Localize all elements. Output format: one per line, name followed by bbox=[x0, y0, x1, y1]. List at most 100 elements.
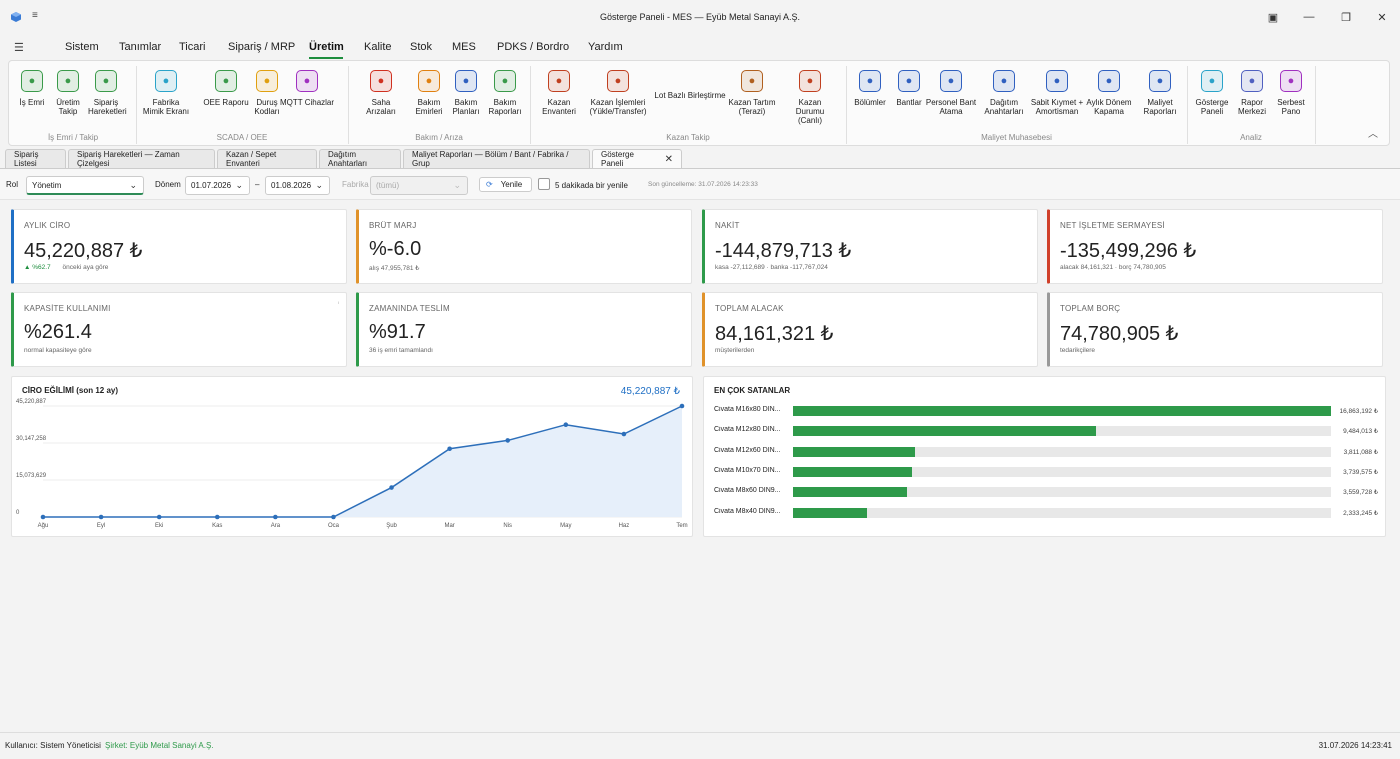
x-tick-label: Ağu bbox=[38, 523, 49, 529]
ribbon-button[interactable]: ● Gösterge Paneli bbox=[1194, 70, 1230, 116]
tab-document[interactable]: Gösterge Paneli ✕ bbox=[592, 149, 682, 168]
bar-fill[interactable] bbox=[793, 426, 1096, 437]
menu-yardim[interactable]: Yardım bbox=[588, 41, 623, 53]
bar-chart-icon: ● bbox=[494, 70, 516, 92]
bar-fill[interactable] bbox=[793, 507, 868, 518]
auto-refresh-checkbox[interactable] bbox=[538, 178, 550, 190]
ribbon-button[interactable]: ● Sabit Kıymet + Amortisman bbox=[1029, 70, 1085, 116]
restore-layout-icon[interactable]: ▣ bbox=[1267, 11, 1279, 24]
menu-pdks-bordro[interactable]: PDKS / Bordro bbox=[497, 41, 570, 53]
date-from-picker[interactable]: 01.07.2026 ⌄ bbox=[185, 176, 250, 195]
quick-access-chevron-icon[interactable]: ≡ bbox=[32, 10, 38, 21]
bar-fill[interactable] bbox=[793, 446, 915, 457]
menu-kalite[interactable]: Kalite bbox=[364, 41, 392, 53]
minimize-button[interactable]: — bbox=[1303, 11, 1315, 23]
ribbon-button[interactable]: ● Aylık Dönem Kapama bbox=[1084, 70, 1134, 116]
ribbon-button[interactable]: ● Bantlar bbox=[891, 70, 927, 107]
menu-siparis-mrp[interactable]: Sipariş / MRP bbox=[228, 41, 296, 53]
bar-fill[interactable] bbox=[793, 406, 1331, 416]
tab-document[interactable]: Maliyet Raporları — Bölüm / Bant / Fabri… bbox=[403, 149, 590, 168]
kpi-card: TOPLAM ALACAK 84,161,321 ₺ müşterilerden bbox=[702, 292, 1038, 367]
trend-point[interactable] bbox=[156, 514, 162, 520]
kpi-card: BRÜT MARJ %-6.0 alış 47,955,781 ₺ bbox=[356, 209, 692, 284]
refresh-button[interactable]: ⟳ Yenile bbox=[479, 177, 532, 192]
tab-document[interactable]: Sipariş Listesi bbox=[5, 149, 66, 168]
trend-point[interactable] bbox=[563, 422, 569, 428]
fabrika-select[interactable]: (tümü) ⌄ bbox=[370, 176, 468, 195]
trend-point[interactable] bbox=[679, 403, 685, 409]
kpi-title: ZAMANINDA TESLİM bbox=[369, 304, 450, 313]
ribbon-button-label: Bakım Planları bbox=[452, 98, 480, 116]
menu-tanimlar[interactable]: Tanımlar bbox=[119, 41, 162, 53]
maximize-button[interactable]: ❐ bbox=[1341, 11, 1351, 24]
ribbon-button-label: Duruş Kodları bbox=[254, 98, 280, 116]
ribbon-button[interactable]: ● Maliyet Raporları bbox=[1140, 70, 1180, 116]
ribbon-button[interactable]: ● Bakım Emirleri bbox=[411, 70, 447, 116]
hierarchy-icon: ● bbox=[859, 70, 881, 92]
bar-fill[interactable] bbox=[793, 487, 907, 498]
ribbon-button[interactable]: ● Kazan Durumu (Canlı) bbox=[784, 70, 836, 125]
ribbon-button[interactable]: ● Sipariş Hareketleri bbox=[88, 70, 127, 116]
ribbon-button[interactable]: ● Üretim Takip bbox=[53, 70, 83, 116]
ribbon-button-label: Bakım Emirleri bbox=[415, 98, 443, 116]
ribbon-button[interactable]: ● Kazan Tartım (Terazi) bbox=[725, 70, 779, 116]
window-title: Gösterge Paneli - MES — Eyüb Metal Sanay… bbox=[599, 12, 801, 22]
ribbon-button[interactable]: ● Bakım Planları bbox=[448, 70, 484, 116]
trend-point[interactable] bbox=[214, 514, 220, 520]
date-to-picker[interactable]: 01.08.2026 ⌄ bbox=[265, 176, 330, 195]
x-tick-label: Ara bbox=[271, 523, 281, 529]
menu-uretim[interactable]: Üretim bbox=[309, 41, 344, 53]
trend-point[interactable] bbox=[389, 485, 394, 490]
bar-fill[interactable] bbox=[793, 466, 913, 477]
bar-value: 3,811,088 ₺ bbox=[1343, 448, 1378, 456]
menu-stok[interactable]: Stok bbox=[410, 41, 433, 53]
info-icon[interactable]: ⁱ bbox=[337, 302, 339, 308]
bar-value: 3,739,575 ₺ bbox=[1343, 468, 1378, 476]
date-to-value: 01.08.2026 bbox=[271, 181, 312, 190]
collapse-ribbon-chevron-icon[interactable]: ︿ bbox=[1368, 129, 1378, 140]
rol-select[interactable]: Yönetim ⌄ bbox=[26, 176, 144, 195]
tab-document[interactable]: Dağıtım Anahtarları bbox=[319, 149, 401, 168]
ribbon-button[interactable]: ● Personel Bant Atama bbox=[924, 70, 978, 116]
menu-ticari[interactable]: Ticari bbox=[179, 41, 206, 53]
trend-point[interactable] bbox=[505, 438, 511, 443]
warning-icon: ● bbox=[370, 70, 392, 92]
ribbon-button[interactable]: ● Kazan İşlemleri (Yükle/Transfer) bbox=[588, 70, 648, 116]
tab-document[interactable]: Sipariş Hareketleri — Zaman Çizelgesi bbox=[68, 149, 215, 168]
ribbon-button[interactable]: ● Bakım Raporları bbox=[485, 70, 525, 116]
ribbon-button[interactable]: ● Dağıtım Anahtarları bbox=[981, 70, 1027, 116]
ribbon-button-label: Üretim Takip bbox=[56, 98, 80, 116]
ribbon-button[interactable]: ● Saha Arızaları bbox=[361, 70, 401, 116]
ribbon-button[interactable]: ● Serbest Pano bbox=[1273, 70, 1309, 116]
ribbon-separator bbox=[348, 66, 349, 144]
trend-point[interactable] bbox=[331, 514, 336, 520]
ribbon-button[interactable]: ● Kazan Envanteri bbox=[541, 70, 577, 116]
close-tab-icon[interactable]: ✕ bbox=[664, 153, 673, 165]
ribbon-button[interactable]: ● OEE Raporu bbox=[201, 70, 251, 107]
tab-document[interactable]: Kazan / Sepet Envanteri bbox=[217, 149, 317, 168]
ribbon-button[interactable]: Lot Bazlı Birleştirme bbox=[651, 91, 729, 100]
ribbon-button[interactable]: ● İş Emri bbox=[17, 70, 47, 107]
bar-value: 3,559,728 ₺ bbox=[1343, 489, 1378, 497]
kpi-subtext-label: önceki aya göre bbox=[60, 264, 109, 271]
close-window-button[interactable]: ✕ bbox=[1377, 11, 1387, 24]
status-user: Kullanıcı: Sistem Yöneticisi bbox=[5, 741, 101, 750]
trend-point[interactable] bbox=[40, 514, 46, 520]
wrench-doc-icon: ● bbox=[418, 70, 440, 92]
menu-mes[interactable]: MES bbox=[452, 41, 476, 53]
ribbon-button[interactable]: ● Rapor Merkezi bbox=[1234, 70, 1270, 116]
kpi-value: 45,220,887 ₺ bbox=[24, 240, 143, 262]
trend-point[interactable] bbox=[621, 431, 627, 437]
ribbon-button[interactable]: ● Bölümler bbox=[852, 70, 888, 107]
trend-point[interactable] bbox=[273, 514, 278, 520]
x-tick-label: Eyl bbox=[97, 523, 105, 529]
trend-point[interactable] bbox=[98, 514, 104, 520]
ribbon-button[interactable]: ● Fabrika Mimik Ekranı bbox=[142, 70, 190, 116]
app-menu-icon[interactable]: ☰ bbox=[14, 42, 24, 54]
ribbon-button[interactable]: ● Duruş Kodları bbox=[249, 70, 285, 116]
x-tick-label: Eki bbox=[155, 523, 163, 529]
kpi-card: ZAMANINDA TESLİM %91.7 36 iş emri tamamlan… bbox=[356, 292, 692, 367]
ribbon-button[interactable]: ● MQTT Cihazlar bbox=[279, 70, 335, 107]
trend-point[interactable] bbox=[447, 446, 452, 452]
menu-sistem[interactable]: Sistem bbox=[65, 41, 99, 53]
